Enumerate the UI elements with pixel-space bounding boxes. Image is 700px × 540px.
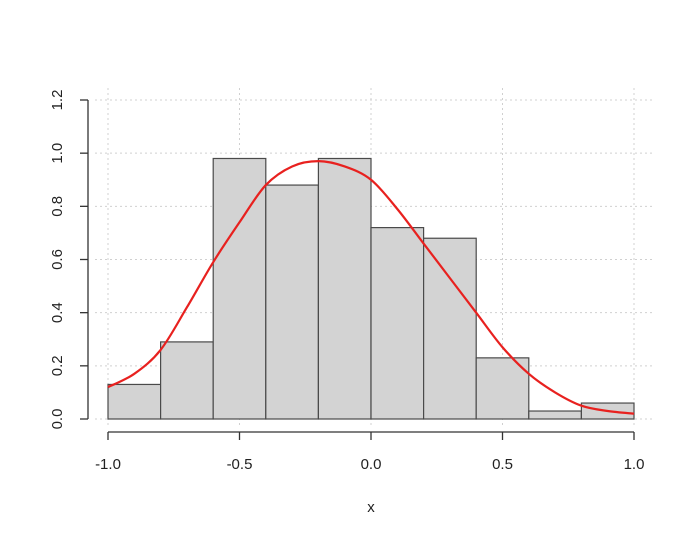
histogram-bar xyxy=(423,237,477,420)
histogram-bar xyxy=(475,357,530,420)
y-tick-label: 0.8 xyxy=(49,196,66,217)
histogram-bar xyxy=(370,227,425,420)
x-axis-title: x xyxy=(367,499,375,516)
y-tick-label: 0.6 xyxy=(49,249,66,270)
histogram-bar xyxy=(528,410,582,420)
y-tick-label: 0.4 xyxy=(49,302,66,323)
axes: -1.0 -0.5 0.0 0.5 1.0 0.0 0.2 0.4 0.6 0.8 1.0 1.2 xyxy=(49,90,644,473)
x-tick-label: -0.5 xyxy=(227,456,253,473)
y-tick-label: 1.0 xyxy=(49,143,66,164)
x-tick-label: 0.0 xyxy=(361,456,382,473)
histogram-bar xyxy=(265,184,319,420)
histogram-bars xyxy=(107,157,635,420)
x-tick-label: 1.0 xyxy=(624,456,645,473)
histogram-bar xyxy=(212,157,267,420)
histogram-bar xyxy=(317,157,372,420)
y-tick-label: 0.2 xyxy=(49,355,66,376)
x-tick-label: -1.0 xyxy=(95,456,121,473)
y-tick-label: 1.2 xyxy=(49,90,66,111)
x-tick-label: 0.5 xyxy=(492,456,513,473)
density-curve xyxy=(107,160,635,415)
histogram-bar xyxy=(160,341,214,420)
y-tick-label: 0.0 xyxy=(49,409,66,430)
histogram-bar xyxy=(107,383,162,420)
